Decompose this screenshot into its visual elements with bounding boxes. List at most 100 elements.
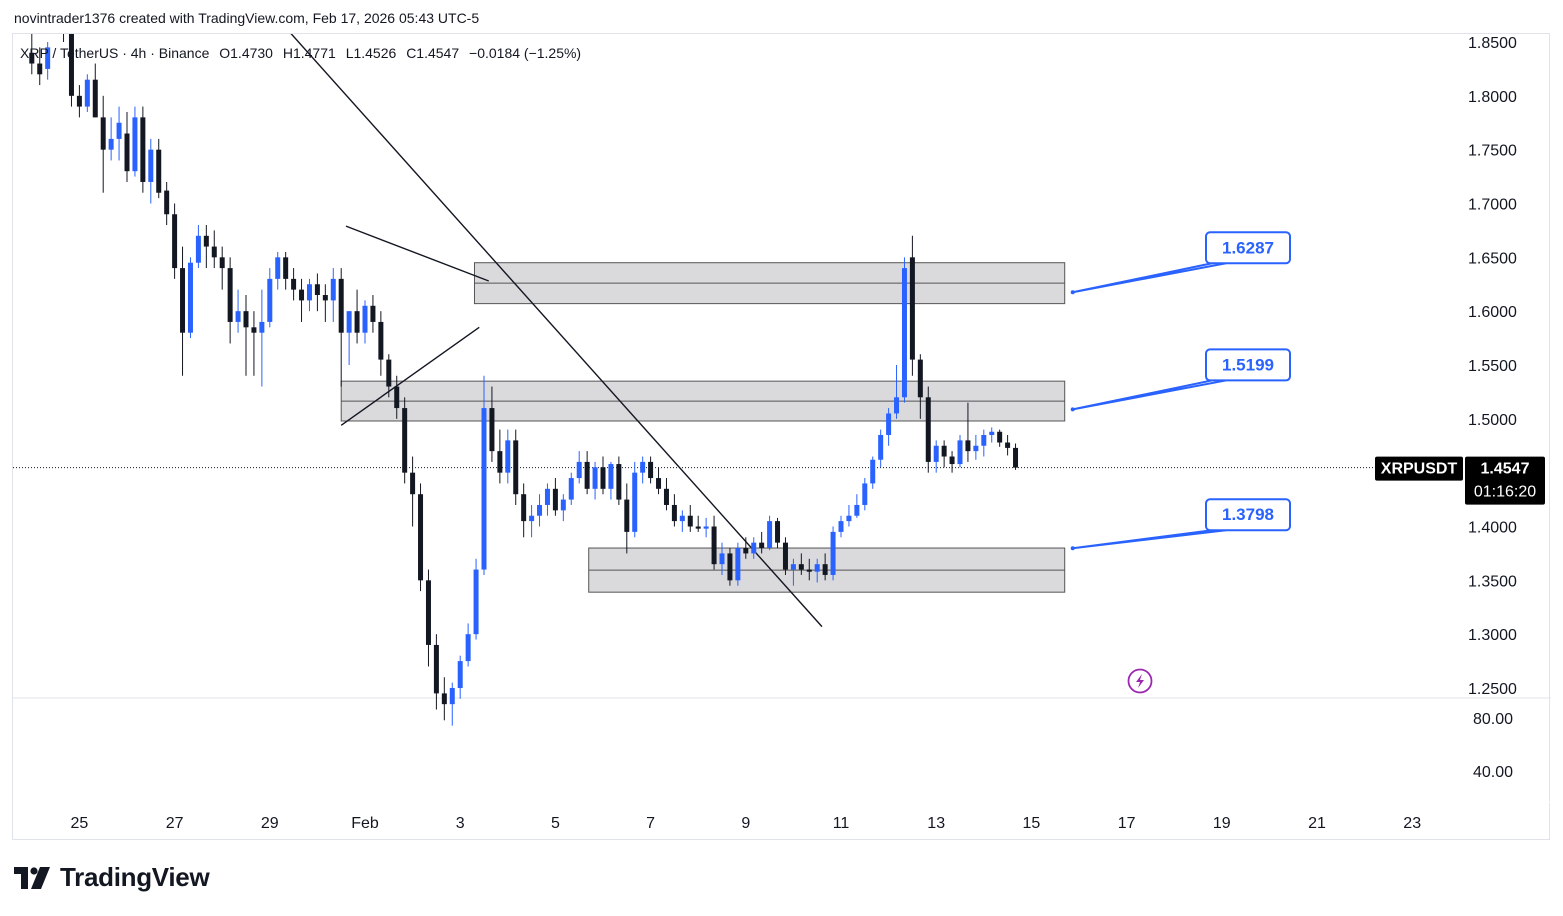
candle[interactable] — [814, 558, 820, 583]
candle[interactable] — [156, 138, 162, 199]
candle[interactable] — [648, 456, 654, 484]
candle[interactable] — [933, 440, 939, 473]
candle[interactable] — [949, 451, 955, 473]
candle[interactable] — [275, 251, 281, 290]
candle[interactable] — [846, 504, 852, 527]
candle[interactable] — [600, 456, 606, 495]
candle[interactable] — [227, 257, 233, 344]
candle[interactable] — [981, 429, 987, 457]
candle[interactable] — [957, 434, 963, 468]
candle[interactable] — [973, 434, 979, 460]
candle[interactable] — [790, 558, 796, 586]
candle[interactable] — [68, 34, 74, 107]
candle[interactable] — [497, 429, 503, 484]
candle[interactable] — [267, 268, 273, 328]
candle[interactable] — [251, 311, 257, 376]
candle[interactable] — [624, 483, 630, 554]
legend-symbol[interactable]: XRP / TetherUS · 4h · Binance — [20, 45, 210, 61]
candle[interactable] — [235, 289, 241, 333]
candle[interactable] — [418, 483, 424, 592]
candle[interactable] — [656, 467, 662, 495]
candle[interactable] — [544, 483, 550, 516]
candle[interactable] — [322, 284, 328, 322]
candle[interactable] — [243, 295, 249, 376]
candle[interactable] — [735, 542, 741, 586]
candle[interactable] — [584, 451, 590, 495]
candle[interactable] — [449, 682, 455, 726]
candle[interactable] — [901, 257, 907, 403]
candle[interactable] — [529, 504, 535, 538]
candle[interactable] — [299, 278, 305, 322]
candle[interactable] — [346, 311, 352, 365]
chart-canvas[interactable]: 1.6287 1.5199 1.3798 1.8500 1.8000 1.7500 1.7… — [13, 34, 1551, 841]
candle[interactable] — [124, 111, 130, 182]
tradingview-brand[interactable]: TradingView — [14, 862, 210, 893]
candle[interactable] — [187, 257, 193, 339]
candle[interactable] — [457, 655, 463, 699]
candle[interactable] — [965, 402, 971, 462]
candle[interactable] — [798, 553, 804, 575]
candle[interactable] — [989, 427, 995, 443]
candle[interactable] — [886, 408, 892, 446]
candle[interactable] — [61, 34, 66, 42]
candle[interactable] — [806, 558, 812, 581]
time-axis[interactable]: 25 27 29 Feb 3 5 7 9 11 13 15 17 19 21 23 — [71, 815, 1422, 832]
price-axis[interactable]: 1.8500 1.8000 1.7500 1.7000 1.6500 1.6000 1.55… — [1468, 35, 1517, 781]
candle[interactable] — [84, 74, 90, 112]
candle[interactable] — [608, 461, 614, 500]
triangle-lower-line[interactable] — [340, 326, 480, 426]
candle[interactable] — [465, 623, 471, 667]
candle[interactable] — [1005, 434, 1011, 456]
candle[interactable] — [338, 268, 344, 387]
candle[interactable] — [180, 246, 186, 376]
candle[interactable] — [394, 375, 400, 419]
candle[interactable] — [164, 181, 170, 226]
candle[interactable] — [719, 542, 725, 575]
candle[interactable] — [521, 483, 527, 538]
candle[interactable] — [148, 138, 154, 204]
candle[interactable] — [838, 515, 844, 538]
candle[interactable] — [854, 494, 860, 518]
candle[interactable] — [76, 85, 82, 118]
candle[interactable] — [441, 677, 447, 721]
candle[interactable] — [711, 515, 717, 570]
candle[interactable] — [513, 429, 519, 505]
candle[interactable] — [45, 42, 51, 80]
candle[interactable] — [703, 517, 709, 538]
candle[interactable] — [203, 225, 209, 269]
candle[interactable] — [211, 230, 217, 269]
candle[interactable] — [997, 429, 1003, 447]
candle[interactable] — [878, 429, 884, 468]
candle[interactable] — [354, 289, 360, 344]
candle[interactable] — [894, 365, 900, 419]
candle[interactable] — [695, 515, 701, 532]
candle[interactable] — [433, 634, 439, 710]
candle[interactable] — [172, 203, 178, 279]
candle[interactable] — [116, 106, 122, 161]
candle[interactable] — [108, 117, 114, 161]
candle[interactable] — [775, 517, 781, 549]
candle[interactable] — [537, 494, 543, 527]
lightning-icon[interactable] — [1127, 668, 1153, 694]
price-callout[interactable]: 1.6287 — [1070, 231, 1291, 295]
candle[interactable] — [140, 106, 146, 193]
candle[interactable] — [370, 295, 376, 333]
candle[interactable] — [378, 311, 384, 376]
candle[interactable] — [291, 268, 297, 301]
price-callout[interactable]: 1.5199 — [1070, 348, 1291, 412]
candle[interactable] — [576, 451, 582, 484]
candle[interactable] — [314, 273, 320, 312]
candle[interactable] — [743, 537, 749, 559]
candle[interactable] — [402, 397, 408, 484]
chart-frame[interactable]: 1.6287 1.5199 1.3798 1.8500 1.8000 1.7500 1.7… — [12, 33, 1551, 841]
price-callout[interactable]: 1.3798 — [1070, 498, 1291, 551]
candle[interactable] — [751, 537, 757, 559]
candle[interactable] — [560, 494, 566, 522]
candle[interactable] — [870, 456, 876, 489]
candle[interactable] — [259, 289, 265, 387]
candle[interactable] — [925, 386, 931, 473]
candle[interactable] — [481, 375, 487, 575]
candle[interactable] — [489, 386, 495, 462]
candle[interactable] — [616, 456, 622, 505]
candle[interactable] — [386, 354, 392, 398]
